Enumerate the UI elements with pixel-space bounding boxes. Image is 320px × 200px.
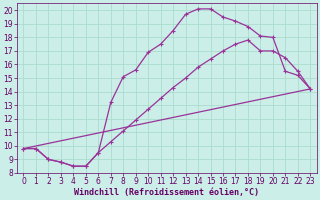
X-axis label: Windchill (Refroidissement éolien,°C): Windchill (Refroidissement éolien,°C) [74, 188, 260, 197]
